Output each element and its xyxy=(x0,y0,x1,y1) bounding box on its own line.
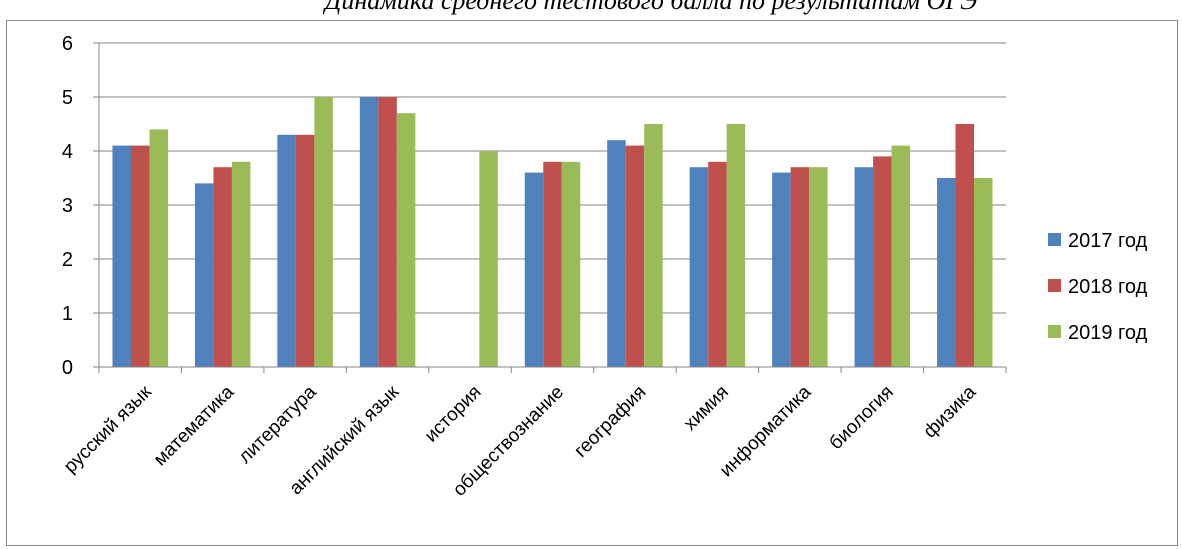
y-tick-label: 2 xyxy=(62,249,73,271)
y-tick-label: 4 xyxy=(62,141,73,163)
bar xyxy=(873,156,892,367)
x-tick-label: история xyxy=(421,382,486,447)
x-tick-label: физика xyxy=(920,381,981,442)
legend-label: 2017 год xyxy=(1068,230,1148,252)
bar xyxy=(149,129,168,367)
bar xyxy=(891,145,911,367)
bar xyxy=(359,97,379,367)
x-tick-label: литература xyxy=(235,381,321,467)
legend-label: 2019 год xyxy=(1068,322,1148,344)
bar xyxy=(974,178,993,367)
chart-frame xyxy=(6,20,1178,546)
bar xyxy=(213,167,232,367)
bar xyxy=(955,124,975,367)
bar xyxy=(809,167,828,367)
bar xyxy=(937,178,956,367)
bar xyxy=(277,134,296,367)
bar xyxy=(396,113,416,367)
y-tick-label: 0 xyxy=(62,357,73,379)
legend-swatch xyxy=(1048,233,1061,246)
legend-label: 2018 год xyxy=(1068,276,1148,298)
bar xyxy=(378,97,397,367)
y-tick-label: 6 xyxy=(62,33,73,55)
axes xyxy=(93,42,1007,373)
x-tick-label: математика xyxy=(150,381,239,470)
bar xyxy=(314,97,333,367)
x-tick-label: русский язык xyxy=(60,381,156,477)
x-tick-label: география xyxy=(570,382,650,462)
chart-title: Динамика среднего тестового балла по рез… xyxy=(324,0,978,15)
bar xyxy=(726,124,746,367)
bar xyxy=(194,183,214,367)
bar xyxy=(524,172,544,367)
x-tick-label: биология xyxy=(825,382,897,454)
bar xyxy=(790,167,810,367)
bar xyxy=(479,151,498,367)
y-axis-ticks: 0 1 2 3 4 5 6 xyxy=(62,33,73,379)
legend-swatch xyxy=(1048,279,1061,292)
bar xyxy=(607,140,626,367)
x-axis-labels: русский языкматематикалитератураанглийск… xyxy=(60,381,981,501)
legend-swatch xyxy=(1048,325,1061,338)
bar xyxy=(231,161,251,367)
x-tick-label: химия xyxy=(680,382,733,435)
y-tick-label: 1 xyxy=(62,303,73,325)
bars xyxy=(112,97,993,367)
bar xyxy=(708,161,727,367)
y-tick-label: 5 xyxy=(62,87,73,109)
bar xyxy=(644,124,663,367)
bar xyxy=(625,145,645,367)
bar xyxy=(543,161,562,367)
bar xyxy=(854,167,874,367)
bar xyxy=(130,145,150,367)
bar xyxy=(295,134,315,367)
y-tick-label: 3 xyxy=(62,195,73,217)
bar xyxy=(689,167,709,367)
bar xyxy=(772,172,791,367)
bar xyxy=(112,145,131,367)
bar xyxy=(561,161,581,367)
legend: 2017 год 2018 год 2019 год xyxy=(1048,230,1148,344)
